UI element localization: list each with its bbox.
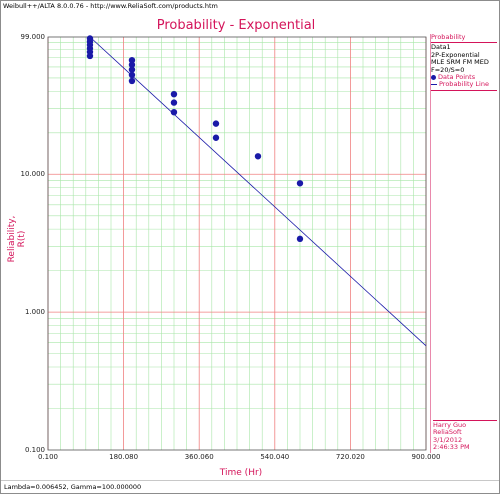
- data-point: [128, 56, 136, 64]
- company-name: ReliaSoft: [433, 428, 462, 437]
- data-point: [128, 66, 136, 73]
- x-tick-label: 540.040: [260, 453, 290, 461]
- plot-time: 2:46:33 PM: [433, 443, 470, 452]
- data-point: [86, 52, 94, 60]
- x-tick-label: 180.080: [109, 453, 139, 461]
- legend-probability-line: Probability Line: [431, 81, 497, 88]
- y-tick-label: 10.000: [20, 170, 46, 179]
- info-divider: [433, 420, 497, 421]
- x-tick-label: 720.020: [335, 453, 365, 461]
- data-point: [170, 99, 178, 106]
- data-point: [296, 180, 304, 187]
- legend: Probability Data1 2P-Exponential MLE SRM…: [431, 33, 497, 92]
- data-point-icon: [431, 74, 436, 80]
- data-point: [296, 235, 304, 243]
- user-name: Harry Guo: [433, 421, 467, 429]
- data-point: [254, 153, 262, 160]
- y-tick-label: 1.000: [24, 308, 45, 317]
- parameter-footer: Lambda=0.006452, Gamma=100.000000: [4, 483, 142, 491]
- data-point: [212, 134, 220, 141]
- legend-header: Probability: [431, 33, 466, 41]
- footer-divider: [1, 480, 499, 481]
- probability-line: [89, 36, 427, 347]
- legend-divider: [431, 42, 497, 44]
- x-tick-label: 360.060: [184, 453, 214, 461]
- data-point: [128, 71, 136, 79]
- data-point: [128, 77, 136, 85]
- y-tick-label: 0.100: [24, 446, 45, 454]
- x-axis-label: Time (Hr): [219, 468, 263, 478]
- x-tick-label: 900.000: [411, 453, 441, 461]
- legend-entry-distribution: 2P-Exponential: [431, 50, 480, 59]
- plot-date: 3/1/2012: [433, 435, 463, 444]
- legend-divider-bottom: [431, 89, 497, 91]
- data-point: [170, 108, 178, 116]
- line-icon: [431, 83, 437, 85]
- legend-entry-dataset: Data1: [431, 43, 451, 52]
- window-title: Weibull++/ALTA 8.0.0.76 - http://www.Rel…: [3, 2, 218, 10]
- data-point: [128, 61, 136, 68]
- x-tick-label: 0.100: [37, 453, 59, 461]
- legend-data-points-label: Data Points: [438, 73, 476, 82]
- legend-probability-line-label: Probability Line: [439, 80, 489, 89]
- data-point: [170, 90, 178, 98]
- chart-title: Probability - Exponential: [156, 18, 316, 33]
- y-axis-label: Reliability, R(t): [7, 215, 27, 263]
- user-info: Harry Guo ReliaSoft 3/1/2012 2:46:33 PM: [433, 420, 497, 452]
- plot-border: [47, 36, 427, 451]
- sidebar-divider: [430, 34, 431, 453]
- legend-entry-counts: F=20/S=0: [431, 65, 465, 74]
- y-tick-label: 99.000: [20, 33, 46, 41]
- data-point: [212, 120, 220, 127]
- legend-data-points: Data Points: [431, 73, 497, 82]
- legend-entry-method: MLE SRM FM MED: [431, 58, 489, 67]
